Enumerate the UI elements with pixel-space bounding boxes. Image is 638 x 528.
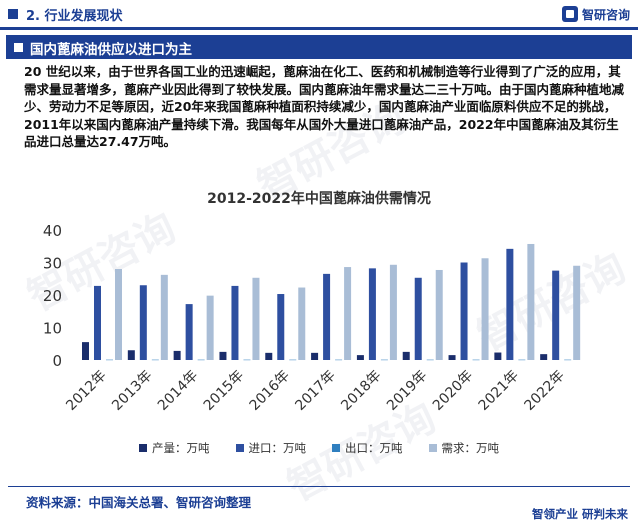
bar-4-6: [344, 267, 352, 360]
bar-4-11: [573, 265, 581, 360]
bar-1-2: [127, 350, 135, 360]
bar-2-2: [139, 285, 147, 360]
bar-1-11: [540, 354, 548, 360]
bar-4-10: [527, 243, 535, 360]
bar-4-7: [389, 264, 397, 360]
bar-3-5: [289, 359, 297, 361]
y-tick-label: 10: [43, 320, 62, 338]
x-tick-label: 2021年: [476, 368, 522, 414]
bar-1-3: [173, 350, 181, 360]
legend-label: 需求：万吨: [441, 441, 500, 455]
bar-1-4: [219, 351, 227, 360]
legend-swatch: [235, 444, 244, 452]
legend-label: 进口：万吨: [248, 441, 307, 455]
bar-3-2: [151, 359, 159, 361]
bar-1-9: [448, 355, 456, 360]
x-tick-label: 2014年: [155, 368, 201, 414]
bar-2-11: [552, 270, 560, 360]
bar-1-1: [82, 342, 89, 360]
chart-legend: 产量：万吨 进口：万吨 出口：万吨 需求：万吨: [0, 440, 638, 456]
section-marker-icon: [8, 9, 18, 19]
logo-text: 智研咨询: [581, 7, 630, 22]
legend-item: 产量：万吨: [139, 440, 210, 456]
bar-2-6: [323, 273, 331, 360]
logo-icon: [561, 6, 578, 22]
x-tick-label: 2016年: [247, 368, 293, 414]
bar-3-8: [426, 359, 434, 361]
bar-3-6: [335, 359, 343, 361]
legend-item: 出口：万吨: [332, 440, 403, 456]
bar-4-3: [206, 295, 214, 360]
legend-label: 产量：万吨: [152, 441, 210, 455]
x-tick-label: 2013年: [109, 368, 155, 414]
legend-item: 进口：万吨: [235, 440, 307, 456]
x-tick-label: 2015年: [201, 368, 247, 414]
x-tick-label: 2020年: [430, 368, 476, 414]
bar-4-9: [481, 258, 489, 360]
bar-2-10: [506, 248, 514, 360]
legend-swatch: [332, 444, 340, 452]
bar-4-8: [435, 269, 443, 360]
bar-1-7: [356, 355, 364, 360]
x-tick-label: 2022年: [522, 368, 568, 414]
legend-swatch: [428, 444, 437, 452]
bar-3-9: [472, 359, 480, 361]
section-title: 2. 行业发展现状: [26, 9, 123, 24]
bar-1-10: [494, 352, 502, 360]
brand-logo: 智研咨询: [561, 5, 630, 23]
bar-2-9: [460, 262, 468, 360]
bar-1-8: [402, 351, 410, 360]
slogan: 智领产业 研判未来: [531, 507, 628, 521]
y-tick-label: 40: [43, 222, 62, 240]
chart-title: 2012-2022年中国蓖麻油供需情况: [207, 191, 431, 207]
source-note: 资料来源：中国海关总署、智研咨询整理: [26, 495, 252, 510]
bar-2-1: [94, 285, 101, 360]
bar-3-1: [106, 359, 113, 361]
y-tick-label: 30: [43, 255, 62, 273]
page-title: 国内蓖麻油供应以进口为主: [30, 42, 192, 58]
x-tick-label: 2019年: [384, 368, 430, 414]
bar-4-4: [252, 277, 260, 360]
top-bar: 2. 行业发展现状 智研咨询: [0, 0, 638, 30]
bar-4-2: [160, 274, 168, 360]
y-tick-label: 0: [52, 352, 62, 370]
bar-2-4: [231, 285, 239, 360]
bar-2-7: [368, 268, 376, 360]
legend-label: 出口：万吨: [345, 441, 403, 455]
bar-2-3: [185, 304, 193, 360]
bar-3-7: [380, 359, 388, 361]
intro-paragraph: 20 世纪以来，由于世界各国工业的迅速崛起，蓖麻油在化工、医药和机械制造等行业得…: [24, 64, 625, 150]
bar-3-4: [243, 359, 251, 361]
bar-4-5: [298, 287, 306, 360]
footer-divider: [8, 486, 630, 487]
legend-item: 需求：万吨: [428, 440, 500, 456]
x-tick-label: 2012年: [63, 368, 109, 414]
x-tick-label: 2017年: [292, 368, 338, 414]
title-marker-icon: [14, 43, 23, 52]
bar-1-5: [265, 352, 273, 360]
bar-3-3: [197, 359, 205, 361]
bar-1-6: [311, 352, 319, 360]
bar-2-5: [277, 294, 285, 360]
x-tick-label: 2018年: [338, 368, 384, 414]
bar-3-10: [518, 359, 526, 361]
title-bar: 国内蓖麻油供应以进口为主: [6, 35, 632, 59]
bar-3-11: [564, 359, 572, 361]
bar-4-1: [115, 269, 122, 360]
bar-2-8: [414, 277, 422, 360]
y-tick-label: 20: [43, 287, 62, 305]
legend-swatch: [139, 444, 147, 452]
